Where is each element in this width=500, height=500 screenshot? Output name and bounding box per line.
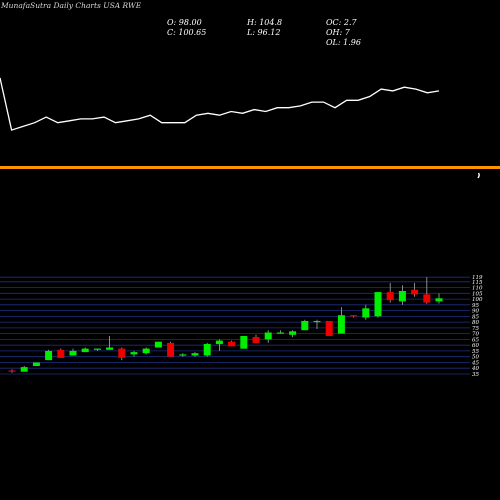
y-tick-label: 115 (472, 280, 483, 286)
candle-body (289, 331, 297, 335)
candle-body (69, 350, 77, 356)
y-tick-label: 110 (472, 286, 483, 292)
y-tick-label: 105 (472, 291, 483, 297)
candle-body (350, 315, 358, 317)
candle-body (325, 321, 333, 336)
y-tick-label: 65 (472, 337, 479, 343)
candle-body (20, 367, 28, 372)
candle-body (118, 348, 126, 358)
y-tick-label: 80 (472, 320, 479, 326)
candle-body (301, 321, 309, 331)
candle-body (386, 292, 394, 301)
candle-body (264, 332, 272, 340)
candle-body (45, 350, 53, 361)
marker-area (477, 172, 480, 179)
open-high-value: OH: 7 (326, 28, 350, 37)
y-tick-label: 100 (472, 297, 483, 303)
y-tick-label: 85 (472, 314, 479, 320)
y-tick-label: 40 (471, 366, 479, 372)
candle-body (337, 315, 345, 334)
candle-body (313, 321, 321, 323)
y-tick-label: 119 (472, 275, 483, 281)
y-tick-label: 50 (472, 355, 479, 361)
candle-body (423, 294, 431, 303)
y-tick-label: 95 (472, 303, 479, 309)
low-value: L: 96.12 (247, 28, 281, 37)
ticker-symbol: USA RWE (103, 1, 142, 10)
price-line-chart (0, 77, 440, 131)
separator-bar (0, 166, 500, 169)
open-close-value: OC: 2.7 (326, 18, 357, 27)
open-value: O: 98.00 (167, 18, 202, 27)
brand-name: MunafaSutra Daily Charts (1, 1, 101, 10)
candle-body (57, 349, 65, 358)
y-tick-label: 60 (472, 343, 479, 349)
y-tick-label: 90 (472, 309, 479, 315)
candle-body (276, 332, 284, 334)
y-tick-label: 35 (472, 372, 479, 378)
candle-body (106, 347, 114, 350)
candle-body (252, 337, 260, 343)
candle-body (411, 289, 419, 295)
y-tick-label: 75 (472, 326, 479, 332)
close-value: C: 100.65 (167, 28, 207, 37)
candle-body (8, 370, 16, 372)
candle-body (228, 341, 236, 347)
candle-body (435, 298, 443, 302)
candle-body (215, 340, 223, 345)
candle-body (398, 291, 406, 302)
candle-body (179, 354, 187, 356)
end-marker-icon (477, 172, 480, 179)
candle-body (167, 342, 175, 357)
open-low-value: OL: 1.96 (326, 38, 361, 47)
high-value: H: 104.8 (247, 18, 283, 27)
candle-body (362, 308, 370, 318)
candle-body (374, 292, 382, 317)
candle-body (32, 362, 40, 366)
chart-brand: MunafaSutra Daily Charts USA RWE (1, 1, 141, 10)
candle-body (191, 353, 199, 356)
candle-body (81, 348, 89, 353)
candle-body (203, 344, 211, 356)
candle-body (154, 341, 162, 348)
candle-body (142, 348, 150, 354)
candle-body (93, 348, 101, 350)
candle-body (130, 352, 138, 355)
y-tick-label: 55 (472, 349, 479, 355)
y-tick-label: 45 (471, 361, 479, 367)
candle-body (240, 336, 248, 349)
price-line (0, 77, 440, 131)
y-tick-label: 70 (472, 332, 479, 338)
